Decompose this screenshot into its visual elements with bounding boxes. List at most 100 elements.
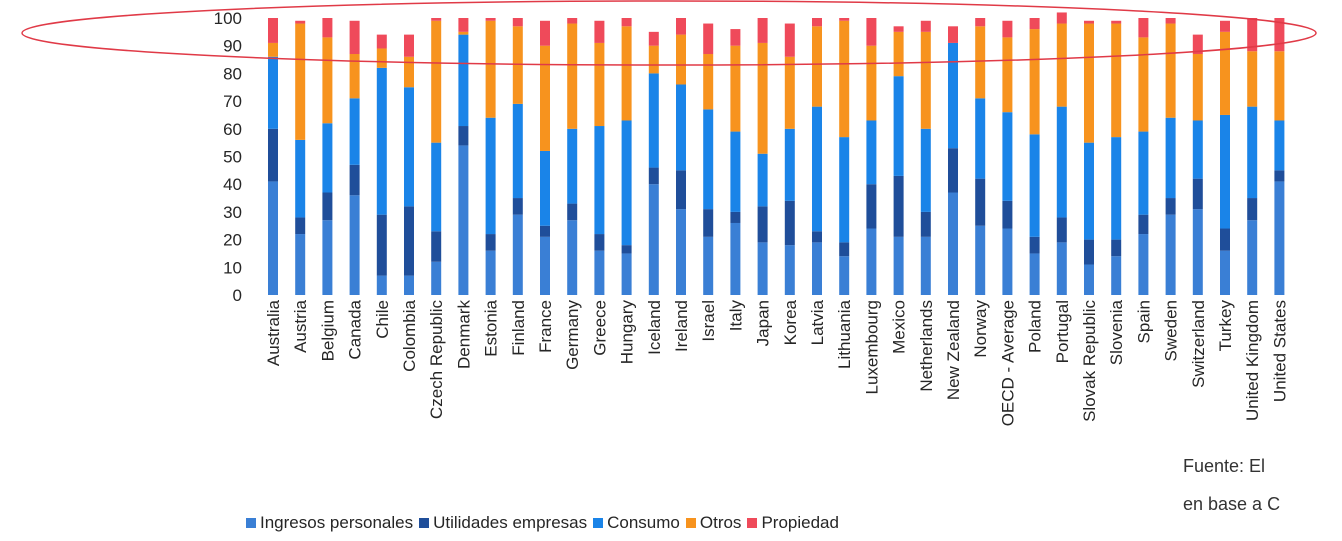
bar-segment xyxy=(1056,12,1067,24)
bar-segment xyxy=(648,31,659,46)
bar-segment xyxy=(567,18,578,24)
bar-segment xyxy=(975,18,986,27)
bar-segment xyxy=(621,18,632,27)
bar-segment xyxy=(676,170,686,210)
y-tick-label: 20 xyxy=(223,231,242,250)
x-tick-label: Greece xyxy=(590,300,609,356)
bar-segment xyxy=(784,56,795,129)
bar-segment xyxy=(948,148,958,193)
bar-segment xyxy=(594,42,605,127)
bar-segment xyxy=(1111,137,1122,240)
bar-segment xyxy=(1165,18,1176,24)
bar-segment xyxy=(975,225,986,295)
bar-segment xyxy=(812,106,822,232)
legend-swatch xyxy=(246,518,256,528)
bar-segment xyxy=(404,56,414,88)
bar-segment xyxy=(866,18,877,46)
x-tick-label: Germany xyxy=(563,300,582,370)
bar-segment xyxy=(1274,181,1285,295)
bar-segment xyxy=(920,211,931,237)
bar-segment xyxy=(676,209,686,295)
bar-segment xyxy=(1029,18,1040,30)
bar-segment xyxy=(512,103,523,199)
bar-segment xyxy=(1247,51,1258,107)
bar-segment xyxy=(703,23,714,55)
y-tick-label: 50 xyxy=(223,148,242,167)
bar-segment xyxy=(1084,239,1094,265)
bar-segment xyxy=(730,131,741,212)
x-tick-label: Japan xyxy=(754,300,773,346)
bar-segment xyxy=(594,126,605,235)
bar-segment xyxy=(1084,23,1094,143)
bar-segment xyxy=(1111,23,1122,138)
bar-segment xyxy=(784,23,795,57)
bar-segment xyxy=(458,126,469,146)
bar-segment xyxy=(676,18,686,35)
bar-segment xyxy=(322,220,333,295)
bar-segment xyxy=(295,217,306,235)
bar-segment xyxy=(866,120,877,185)
bar-segment xyxy=(1029,236,1040,254)
y-tick-label: 90 xyxy=(223,37,242,56)
x-tick-label: Australia xyxy=(264,299,283,366)
bar-segment xyxy=(458,31,469,35)
bar-segment xyxy=(567,220,578,295)
x-tick-label: Ireland xyxy=(672,300,691,352)
bar-segment xyxy=(1220,114,1230,229)
bar-segment xyxy=(1056,23,1067,107)
bar-segment xyxy=(1111,20,1122,24)
bar-segment xyxy=(784,128,795,201)
bar-segment xyxy=(404,87,414,207)
bar-segment xyxy=(1029,253,1040,295)
x-axis-labels: Australia Austria Belgium Canada Chile Colomb… xyxy=(264,299,1289,426)
bar-segment xyxy=(540,20,550,46)
legend-label: Otros xyxy=(699,513,742,532)
bar-segment xyxy=(485,250,496,295)
bar-segment xyxy=(485,20,496,118)
legend-swatch xyxy=(747,518,758,528)
bar-segment xyxy=(485,117,496,235)
x-tick-label: Korea xyxy=(781,299,800,345)
bar-segment xyxy=(1192,120,1203,179)
bar-segment xyxy=(431,18,442,21)
x-tick-label: Portugal xyxy=(1053,300,1072,363)
bar-segment xyxy=(512,198,523,215)
x-tick-label: Colombia xyxy=(400,299,419,371)
bar-segment xyxy=(512,214,523,295)
bar-segment xyxy=(322,123,333,193)
bar-segment xyxy=(1192,209,1203,295)
y-tick-label: 100 xyxy=(214,9,242,28)
bar-segment xyxy=(1220,20,1230,32)
bar-segment xyxy=(1084,264,1094,295)
bar-segment xyxy=(322,37,333,124)
y-tick-label: 10 xyxy=(223,258,242,277)
bar-segment xyxy=(948,42,958,149)
bar-segment xyxy=(485,234,496,251)
bar-segment xyxy=(839,20,850,138)
bar-segment xyxy=(322,192,333,221)
bar-segment xyxy=(1084,142,1094,240)
bar-segment xyxy=(676,34,686,85)
bar-segment xyxy=(1247,198,1258,221)
bar-segment xyxy=(703,109,714,210)
y-axis: 0 10 20 30 40 50 60 70 80 90 100 xyxy=(214,9,242,305)
bar-segment xyxy=(567,203,578,221)
legend-item: Otros xyxy=(685,513,742,533)
bar-segment xyxy=(458,18,469,32)
x-tick-label: Lithuania xyxy=(835,299,854,369)
bar-segment xyxy=(1274,51,1285,121)
bar-segment xyxy=(349,195,360,295)
legend-label: Utilidades empresas xyxy=(433,513,588,532)
bar-segment xyxy=(376,275,387,295)
bar-segment xyxy=(757,153,768,207)
x-tick-label: Poland xyxy=(1026,300,1045,353)
bar-segment xyxy=(1056,217,1067,243)
bar-segment xyxy=(567,23,578,129)
bar-segment xyxy=(812,26,822,107)
bar-segment xyxy=(1274,120,1285,171)
x-tick-label: Latvia xyxy=(808,299,827,345)
legend-swatch xyxy=(419,518,430,528)
x-tick-label: New Zealand xyxy=(944,300,963,400)
bar-segment xyxy=(1165,23,1176,118)
bar-segment xyxy=(757,206,768,243)
